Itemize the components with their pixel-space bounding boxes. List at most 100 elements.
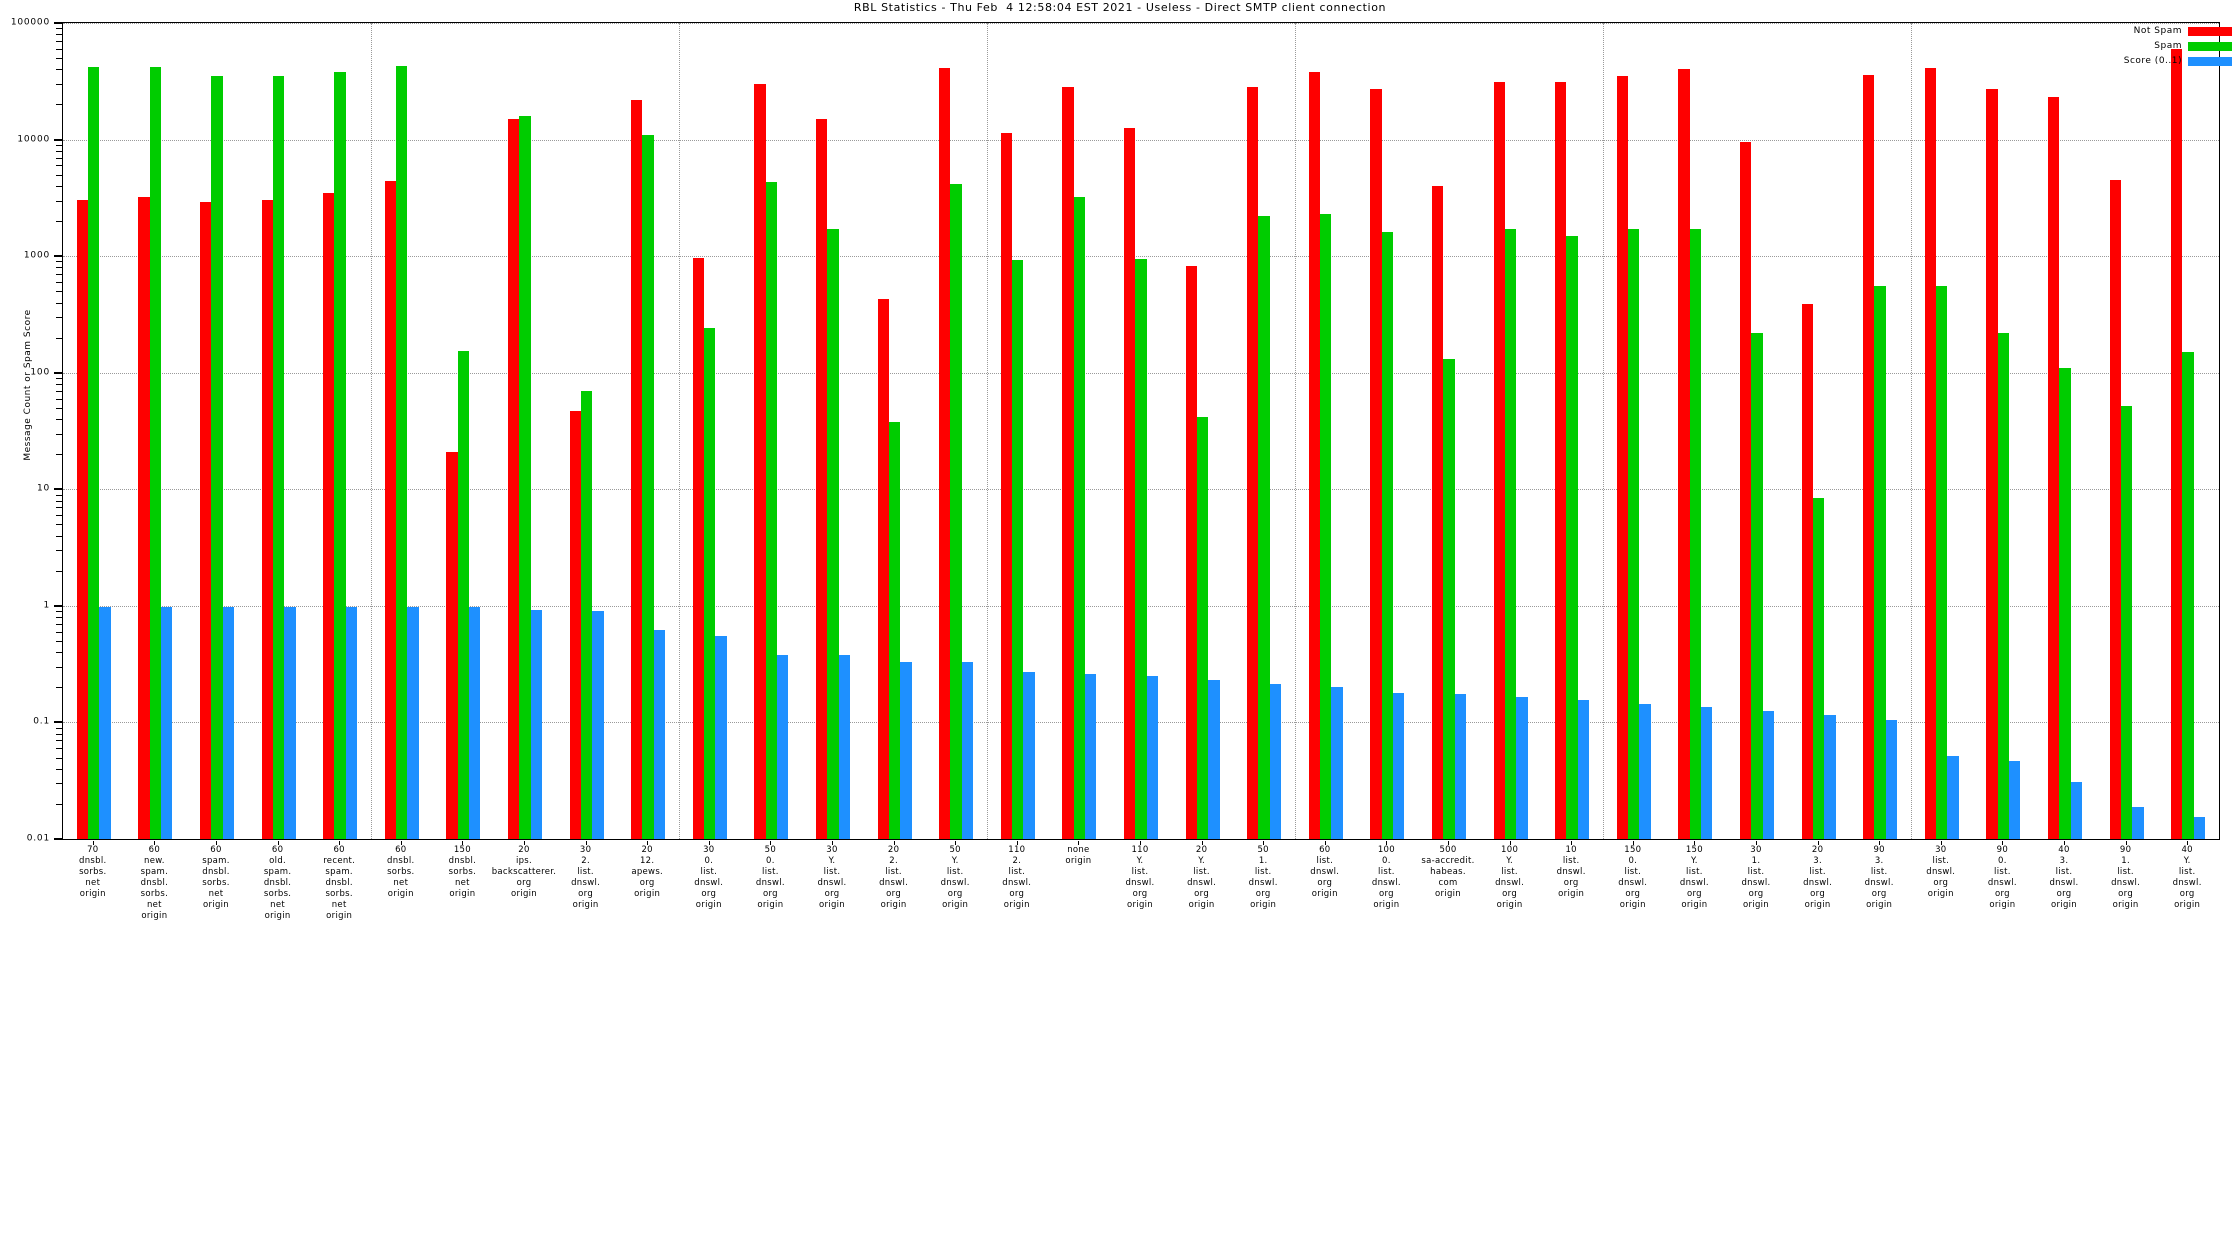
- bar-group: [384, 23, 419, 839]
- x-tick: [1263, 841, 1265, 845]
- y-tick-minor: [56, 267, 63, 269]
- y-tick-major: [54, 22, 63, 24]
- x-tick-label: 20 12. apews. org origin: [631, 845, 664, 899]
- bar-group: [1000, 23, 1035, 839]
- bar-score: [2009, 760, 2021, 839]
- y-tick-label: 100000: [10, 17, 50, 28]
- bar-notspam: [1308, 72, 1321, 839]
- bar-group: [2171, 23, 2206, 839]
- x-tick-label: 60 dnsbl. sorbs. net origin: [387, 845, 415, 899]
- bar-notspam: [2109, 180, 2121, 839]
- y-tick-minor: [56, 803, 63, 805]
- bar-spam: [1997, 332, 2010, 839]
- bar-notspam: [1678, 69, 1690, 839]
- x-tick-label: 90 3. list. dnswl. org origin: [1864, 845, 1894, 910]
- bar-group: [1123, 23, 1159, 839]
- y-tick-label: 10000: [17, 134, 50, 145]
- bar-group: [1801, 23, 1836, 839]
- x-tick-label: 20 2. list. dnswl. org origin: [879, 845, 909, 910]
- x-tick: [2002, 841, 2004, 845]
- x-tick-label: 50 1. list. dnswl. org origin: [1248, 845, 1278, 910]
- bar-spam: [1689, 229, 1702, 839]
- y-tick-minor: [56, 631, 63, 633]
- bar-spam: [334, 72, 346, 839]
- y-tick-minor: [56, 550, 63, 552]
- y-tick-minor: [56, 174, 63, 176]
- y-tick-major: [54, 838, 63, 840]
- bar-notspam: [939, 68, 951, 839]
- x-tick: [2187, 841, 2189, 845]
- bar-score: [653, 630, 666, 839]
- bar-notspam: [1185, 266, 1197, 839]
- y-tick-minor: [56, 302, 63, 304]
- x-tick-label: 90 0. list. dnswl. org origin: [1987, 845, 2017, 910]
- y-tick-major: [54, 721, 63, 724]
- y-tick-minor: [56, 378, 63, 380]
- bar-group: [1493, 23, 1528, 839]
- x-tick-label: 20 3. list. dnswl. org origin: [1803, 845, 1833, 910]
- y-tick-label: 0.01: [26, 833, 50, 844]
- bar-group: [76, 23, 111, 839]
- y-tick-minor: [56, 200, 63, 202]
- y-tick-minor: [56, 291, 63, 293]
- bar-group: [199, 23, 235, 839]
- bar-spam: [580, 390, 593, 839]
- x-tick-label: 500 sa-accredit. habeas. com origin: [1421, 845, 1475, 899]
- bar-spam: [1936, 285, 1948, 839]
- y-tick-minor: [56, 500, 63, 502]
- y-tick-minor: [56, 83, 63, 85]
- y-tick-minor: [56, 640, 63, 642]
- legend-item: Spam: [2154, 41, 2232, 51]
- bar-notspam: [1924, 68, 1937, 839]
- x-tick: [216, 841, 217, 845]
- bar-score: [1269, 683, 1282, 839]
- bar-spam: [1196, 416, 1209, 839]
- y-tick-major: [54, 138, 63, 141]
- bar-notspam: [1986, 89, 1998, 839]
- bar-group: [138, 23, 173, 839]
- x-tick: [1448, 841, 1449, 845]
- x-tick-label: 60 new. spam. dnsbl. sorbs. net origin: [140, 845, 169, 921]
- x-tick: [2064, 841, 2065, 845]
- x-tick-label: 50 Y. list. dnswl. org origin: [940, 845, 970, 910]
- y-tick-minor: [56, 433, 63, 435]
- y-tick-minor: [56, 165, 63, 167]
- x-tick: [1386, 841, 1388, 845]
- bar-spam: [1073, 197, 1086, 839]
- bar-spam: [1320, 213, 1332, 839]
- y-tick-minor: [56, 398, 63, 400]
- bar-group: [2109, 23, 2144, 839]
- y-tick-minor: [56, 535, 63, 537]
- bar-score: [838, 654, 851, 839]
- bar-score: [1146, 676, 1159, 839]
- bar-notspam: [1062, 87, 1074, 839]
- bar-notspam: [815, 119, 828, 839]
- bar-spam: [1504, 229, 1517, 839]
- y-tick-minor: [56, 221, 63, 223]
- legend-swatch: [2188, 26, 2232, 36]
- y-tick-minor: [56, 407, 63, 409]
- bar-group: [1431, 23, 1467, 839]
- y-tick-minor: [56, 337, 63, 339]
- legend-item: Score (0..1): [2124, 56, 2232, 66]
- bar-notspam: [2047, 97, 2060, 839]
- bar-notspam: [631, 99, 643, 839]
- x-tick: [832, 841, 833, 845]
- x-tick-label: 50 0. list. dnswl. org origin: [755, 845, 785, 910]
- y-tick-minor: [56, 617, 63, 619]
- bar-score: [900, 662, 912, 839]
- legend-item: Not Spam: [2134, 26, 2232, 36]
- x-tick: [893, 841, 895, 845]
- x-tick: [1201, 841, 1203, 845]
- chart-title: RBL Statistics - Thu Feb 4 12:58:04 EST …: [853, 1, 1387, 14]
- bar-notspam: [507, 119, 520, 839]
- bar-group: [1185, 23, 1220, 839]
- bar-notspam: [1616, 76, 1629, 839]
- bar-spam: [1566, 235, 1578, 839]
- bar-spam: [1812, 497, 1825, 839]
- y-tick-minor: [56, 419, 63, 421]
- gridline-vertical: [1603, 23, 1604, 839]
- y-tick-major: [54, 488, 63, 491]
- x-tick: [1694, 841, 1696, 845]
